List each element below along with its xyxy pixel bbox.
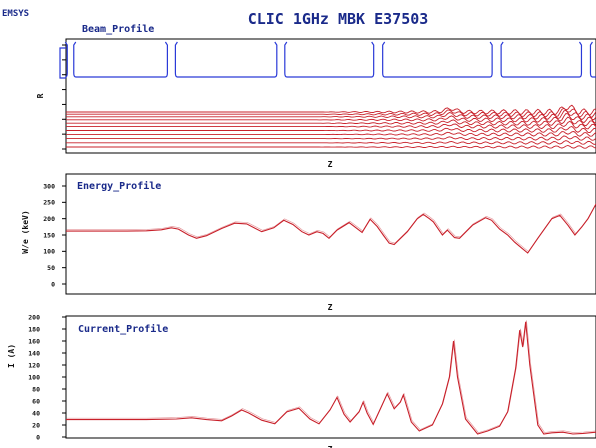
- beam-trajectory-1: [66, 140, 596, 145]
- y-tick-label: 120: [28, 361, 40, 369]
- series-echo-0: [66, 203, 596, 253]
- series-line-0: [66, 321, 596, 435]
- current-profile-ylabel: I (A): [7, 344, 16, 368]
- energy-profile-ticks: 0 50 100 150 200 250 300: [43, 182, 66, 288]
- window-title: CLIC 1GHz MBK E37503: [248, 10, 429, 28]
- beam-profile-panel: Beam_Profile R Z: [36, 23, 596, 169]
- y-tick-label: 250: [43, 199, 55, 207]
- y-tick-label: 160: [28, 337, 40, 345]
- inlet-line: [59, 47, 66, 79]
- y-tick-label: 200: [28, 313, 40, 321]
- y-tick-label: 200: [43, 215, 55, 223]
- beam-trajectory-4: [66, 125, 596, 133]
- beam-trajectory-6: [66, 116, 596, 127]
- current-profile-xlabel: Z: [328, 445, 333, 448]
- current-series: [66, 320, 596, 435]
- energy-profile-title: Energy_Profile: [77, 180, 161, 192]
- y-tick-label: 100: [28, 373, 40, 381]
- beam-profile-frame: [65, 38, 596, 154]
- y-tick-label: 140: [28, 349, 40, 357]
- beam-profile-ticks: [62, 44, 66, 150]
- beam-trajectory-0: [66, 145, 596, 149]
- beam-profile-ylabel: R: [36, 93, 45, 98]
- y-tick-label: 100: [43, 248, 55, 256]
- current-profile-title: Current_Profile: [78, 323, 168, 335]
- beam-trajectory-3: [66, 131, 596, 137]
- brand-label: EMSYS: [2, 9, 29, 19]
- current-profile-panel: Current_Profile I (A) Z 0 20 40 60 80 100 120 1…: [7, 313, 596, 448]
- cavity-outline: [59, 41, 596, 79]
- beam-profile-title: Beam_Profile: [82, 23, 154, 35]
- y-tick-label: 300: [43, 182, 55, 190]
- y-tick-label: 150: [43, 231, 55, 239]
- current-profile-ticks: 0 20 40 60 80 100 120 140 160 180 200: [28, 313, 66, 441]
- y-tick-label: 0: [36, 433, 40, 441]
- energy-profile-xlabel: Z: [328, 303, 333, 312]
- series-echo-0: [66, 320, 596, 433]
- energy-profile-frame: [65, 173, 596, 295]
- beam-profile-xlabel: Z: [328, 160, 333, 169]
- beam-trajectory-2: [66, 135, 596, 141]
- y-tick-label: 0: [51, 280, 55, 288]
- beam-trajectory-7: [66, 113, 596, 124]
- beam-trajectory-10: [66, 104, 596, 116]
- energy-profile-ylabel: W/e (keV): [21, 210, 30, 253]
- y-tick-label: 50: [47, 264, 55, 272]
- beam-trajectory-8: [66, 109, 596, 121]
- y-tick-label: 60: [32, 397, 40, 405]
- beam-trajectory-5: [66, 120, 596, 130]
- y-tick-label: 20: [32, 421, 40, 429]
- y-tick-label: 80: [32, 385, 40, 393]
- y-tick-label: 40: [32, 409, 40, 417]
- energy-profile-panel: Energy_Profile W/e (keV) Z 0 50 100 150 200 2…: [21, 173, 596, 312]
- energy-series: [66, 203, 596, 254]
- beam-trajectories: [66, 104, 596, 149]
- cavity-profile-line: [64, 41, 596, 78]
- y-tick-label: 180: [28, 325, 40, 333]
- series-line-0: [66, 203, 596, 254]
